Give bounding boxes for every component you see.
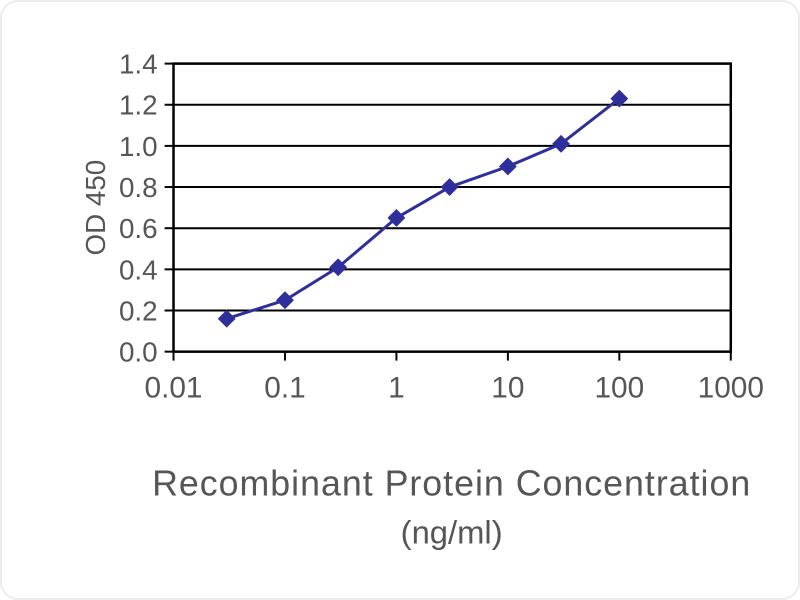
data-point-marker — [440, 178, 459, 196]
x-tick-label: 10 — [491, 371, 524, 404]
y-tick-label: 0.8 — [119, 172, 158, 203]
y-tick-label: 0.2 — [119, 295, 158, 326]
y-tick-label: 1.2 — [119, 90, 158, 121]
plot-border — [172, 62, 733, 353]
y-tick-label: 0.4 — [119, 254, 158, 285]
data-point-marker — [552, 134, 570, 153]
data-point-marker — [610, 89, 629, 108]
y-tick-label: 1.0 — [119, 131, 158, 162]
y-tick-label: 0.6 — [119, 213, 158, 244]
data-point-marker — [329, 258, 348, 277]
data-point-marker — [498, 157, 517, 176]
y-axis-title: OD 450 — [80, 160, 111, 256]
axes — [164, 62, 733, 361]
x-axis-title-line1: Recombinant Protein Concentration — [152, 464, 751, 504]
x-tick-label: 1000 — [698, 371, 764, 404]
y-tick-label: 1.4 — [119, 49, 158, 80]
x-axis-title-line2: (ng/ml) — [401, 513, 503, 550]
x-tick-label: 100 — [594, 371, 644, 404]
x-tick-label: 1 — [388, 371, 405, 404]
data-line — [225, 97, 621, 321]
y-tick-label: 0.0 — [119, 337, 158, 368]
data-point-marker — [217, 309, 236, 328]
data-series — [217, 89, 629, 328]
data-point-marker — [387, 208, 406, 227]
tick-labels: 0.0 0.2 0.4 0.6 0.8 1.0 1.2 1.4 0.01 0.1 1 10 100 100… — [119, 49, 764, 405]
x-tick-label: 0.01 — [145, 371, 203, 404]
x-tick-label: 0.1 — [264, 371, 305, 404]
data-point-marker — [276, 291, 294, 310]
